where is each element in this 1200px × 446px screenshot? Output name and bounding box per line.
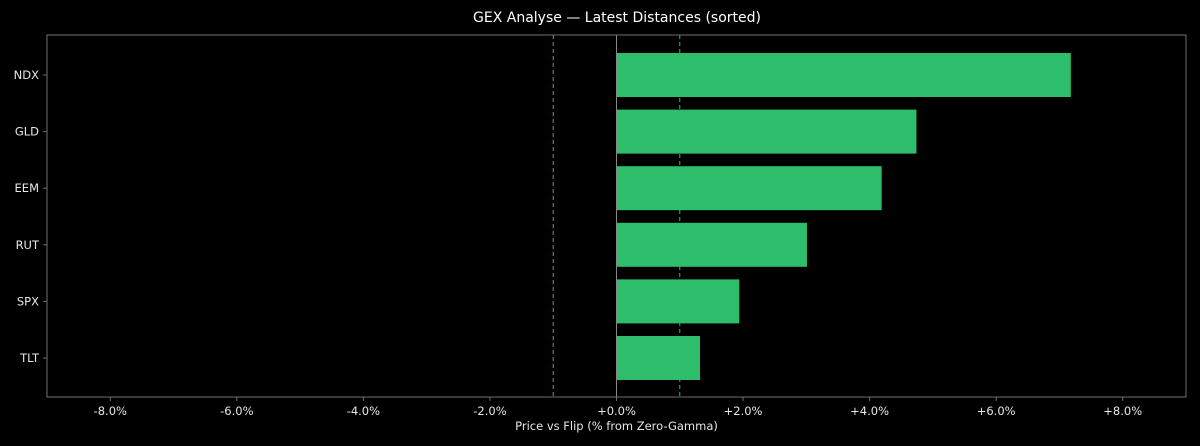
y-axis: NDX GLD EEM RUT SPX TLT [14,68,47,365]
x-tick-label: +4.0% [850,404,889,418]
bar-tlt [616,336,701,380]
x-tick-label: +8.0% [1103,404,1142,418]
x-axis-label: Price vs Flip (% from Zero-Gamma) [515,419,718,433]
x-tick-label: -4.0% [347,404,380,418]
x-tick-label: +6.0% [977,404,1016,418]
y-tick-label-gld: GLD [15,125,39,139]
bar-rut [616,222,807,267]
bar-spx [616,279,740,324]
bar-gld [616,109,917,154]
x-tick-label: +0.0% [597,404,636,418]
y-tick-label-eem: EEM [15,181,39,195]
y-tick-label-spx: SPX [17,294,39,308]
y-tick-label-ndx: NDX [14,68,39,82]
bars-layer [616,53,1071,380]
y-tick-label-tlt: TLT [19,351,40,365]
reference-lines [552,35,681,397]
x-tick-label: +2.0% [724,404,763,418]
bar-eem [616,166,882,211]
x-tick-label: -6.0% [220,404,253,418]
x-axis: -8.0% -6.0% -4.0% -2.0% +0.0% +2.0% +4.0% +6.0%… [94,397,1142,418]
bar-ndx [616,53,1071,97]
y-tick-label-rut: RUT [16,238,40,252]
x-tick-label: -2.0% [473,404,506,418]
x-tick-label: -8.0% [94,404,127,418]
chart-title: GEX Analyse — Latest Distances (sorted) [473,10,761,26]
